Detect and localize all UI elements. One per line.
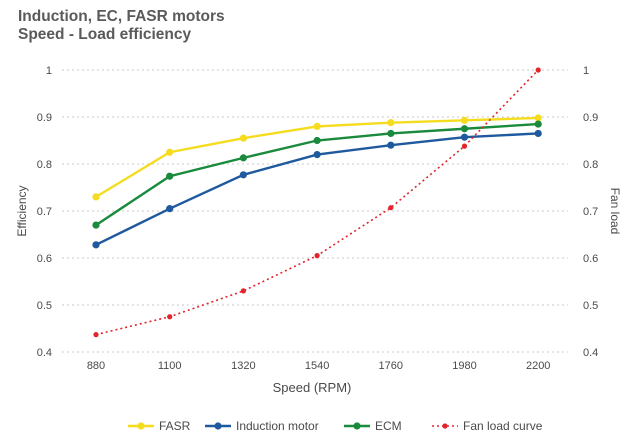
data-point-induction-motor <box>387 141 395 149</box>
data-point-ecm <box>313 136 321 145</box>
legend-marker-ecm <box>353 422 361 430</box>
data-point-fasr <box>460 116 469 124</box>
series-line-induction-motor <box>95 132 539 246</box>
x-tick-label: 1980 <box>452 360 476 372</box>
x-tick-label: 2200 <box>526 360 550 372</box>
legend-label-ecm: ECM <box>375 419 402 433</box>
x-tick-label: 880 <box>87 360 105 372</box>
data-point-induction-motor <box>166 205 174 213</box>
data-point-ecm <box>92 221 100 229</box>
y-tick-label-right: 0.5 <box>583 300 598 312</box>
data-point-induction-motor <box>313 151 321 159</box>
data-point-fasr <box>166 148 174 156</box>
x-tick-label: 1540 <box>305 360 329 372</box>
chart-subtitle: Speed - Load efficiency <box>18 26 192 43</box>
y-tick-label-left: 0.9 <box>37 112 52 124</box>
x-tick-label: 1760 <box>379 360 403 372</box>
data-point-fan-load-curve <box>93 332 99 338</box>
y-axis-title-left: Efficiency <box>15 185 29 236</box>
data-point-ecm <box>534 120 542 128</box>
x-tick-label: 1100 <box>158 360 182 372</box>
legend-marker-fasr <box>137 422 145 430</box>
y-tick-label-left: 0.4 <box>37 347 52 359</box>
data-point-fasr <box>239 134 247 142</box>
y-tick-label-left: 0.7 <box>37 206 52 218</box>
data-point-ecm <box>166 172 174 180</box>
data-point-fasr <box>92 193 100 201</box>
y-tick-label-left: 0.8 <box>37 159 52 171</box>
y-tick-label-right: 1 <box>583 65 589 77</box>
x-axis-title: Speed (RPM) <box>273 380 352 395</box>
y-tick-label-right: 0.9 <box>583 112 598 124</box>
data-point-induction-motor <box>239 171 247 179</box>
data-point-ecm <box>387 129 395 138</box>
y-tick-label-left: 0.5 <box>37 300 52 312</box>
legend-marker-fan-load-curve <box>442 423 448 429</box>
data-point-induction-motor <box>92 241 100 249</box>
y-tick-label-right: 0.7 <box>583 206 598 218</box>
y-tick-label-left: 0.6 <box>37 253 52 265</box>
legend-label-fasr: FASR <box>159 419 191 433</box>
y-tick-label-right: 0.4 <box>583 347 598 359</box>
data-point-induction-motor <box>534 129 542 138</box>
data-point-ecm <box>460 125 469 133</box>
y-tick-label-right: 0.6 <box>583 253 598 265</box>
data-point-fan-load-curve <box>167 314 173 320</box>
legend-label-fan-load-curve: Fan load curve <box>463 419 543 433</box>
data-point-ecm <box>239 154 247 162</box>
legend-marker-induction-motor <box>214 422 222 430</box>
legend-label-induction-motor: Induction motor <box>236 419 319 433</box>
data-point-fan-load-curve <box>240 288 246 294</box>
data-point-induction-motor <box>460 133 469 141</box>
y-axis-title-right: Fan load <box>608 188 622 235</box>
data-point-fan-load-curve <box>461 143 468 149</box>
y-tick-label-right: 0.8 <box>583 159 598 171</box>
data-point-fan-load-curve <box>535 67 541 73</box>
data-point-fasr <box>387 119 395 127</box>
chart-title: Induction, EC, FASR motors <box>18 8 225 25</box>
y-tick-label-left: 1 <box>46 65 52 77</box>
data-point-fan-load-curve <box>388 205 394 211</box>
data-point-fasr <box>313 122 321 130</box>
x-tick-label: 1320 <box>231 360 255 372</box>
data-point-fasr <box>534 114 542 122</box>
data-point-fan-load-curve <box>314 253 320 259</box>
series-line-fan-load-curve <box>95 69 539 336</box>
